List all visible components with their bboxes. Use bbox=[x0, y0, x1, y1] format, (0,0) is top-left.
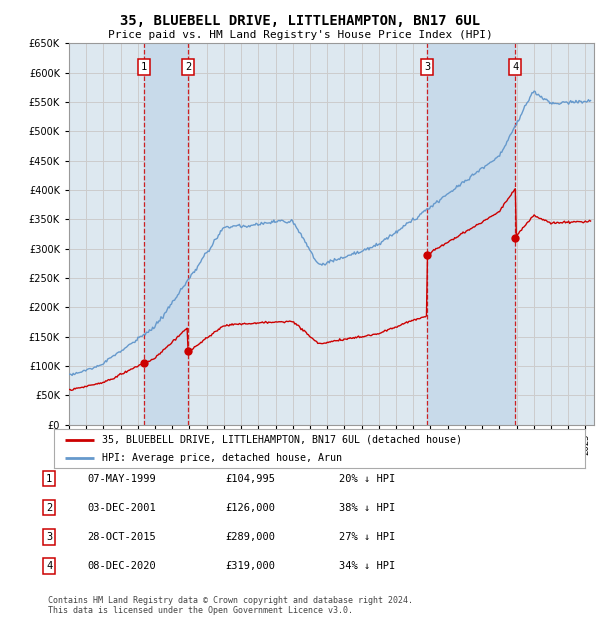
Text: 1: 1 bbox=[141, 62, 147, 72]
Text: 38% ↓ HPI: 38% ↓ HPI bbox=[339, 503, 395, 513]
Text: 08-DEC-2020: 08-DEC-2020 bbox=[87, 561, 156, 571]
Text: Price paid vs. HM Land Registry's House Price Index (HPI): Price paid vs. HM Land Registry's House … bbox=[107, 30, 493, 40]
Text: £126,000: £126,000 bbox=[225, 503, 275, 513]
Text: 34% ↓ HPI: 34% ↓ HPI bbox=[339, 561, 395, 571]
Text: 35, BLUEBELL DRIVE, LITTLEHAMPTON, BN17 6UL (detached house): 35, BLUEBELL DRIVE, LITTLEHAMPTON, BN17 … bbox=[102, 435, 462, 445]
Text: £289,000: £289,000 bbox=[225, 532, 275, 542]
Text: 3: 3 bbox=[46, 532, 52, 542]
Text: 4: 4 bbox=[512, 62, 518, 72]
Text: 27% ↓ HPI: 27% ↓ HPI bbox=[339, 532, 395, 542]
Text: £319,000: £319,000 bbox=[225, 561, 275, 571]
Text: 4: 4 bbox=[46, 561, 52, 571]
Text: 03-DEC-2001: 03-DEC-2001 bbox=[87, 503, 156, 513]
Bar bbox=[427, 43, 515, 425]
Text: 28-OCT-2015: 28-OCT-2015 bbox=[87, 532, 156, 542]
Text: 20% ↓ HPI: 20% ↓ HPI bbox=[339, 474, 395, 484]
Text: Contains HM Land Registry data © Crown copyright and database right 2024.
This d: Contains HM Land Registry data © Crown c… bbox=[48, 596, 413, 615]
Text: 1: 1 bbox=[46, 474, 52, 484]
Text: 07-MAY-1999: 07-MAY-1999 bbox=[87, 474, 156, 484]
Text: HPI: Average price, detached house, Arun: HPI: Average price, detached house, Arun bbox=[102, 453, 342, 463]
Text: 35, BLUEBELL DRIVE, LITTLEHAMPTON, BN17 6UL: 35, BLUEBELL DRIVE, LITTLEHAMPTON, BN17 … bbox=[120, 14, 480, 29]
Text: 2: 2 bbox=[185, 62, 191, 72]
Text: £104,995: £104,995 bbox=[225, 474, 275, 484]
Text: 2: 2 bbox=[46, 503, 52, 513]
Text: 3: 3 bbox=[424, 62, 431, 72]
Bar bbox=[144, 43, 188, 425]
